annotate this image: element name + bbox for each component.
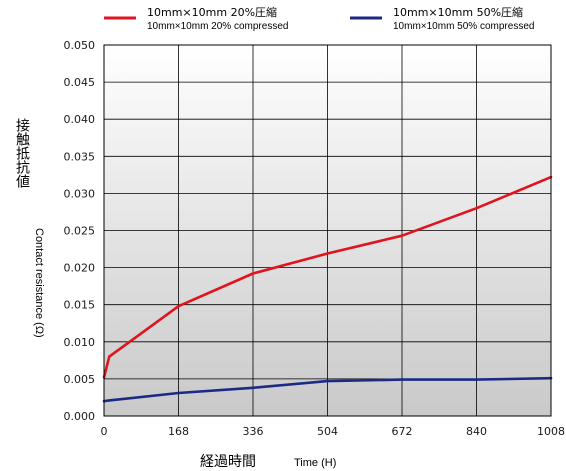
legend-series-1-jp: 10mm×10mm 20%圧縮	[147, 5, 277, 19]
y-tick-label: 0.030	[64, 187, 96, 200]
x-tick-label: 672	[392, 425, 413, 438]
x-tick-label: 840	[466, 425, 487, 438]
y-tick-label: 0.000	[64, 410, 96, 423]
y-tick-label: 0.010	[64, 336, 96, 349]
x-axis-label-en: Time (H)	[294, 457, 336, 469]
y-tick-label: 0.050	[64, 39, 96, 52]
series-line-2	[102, 376, 553, 403]
legend-series-2-jp: 10mm×10mm 50%圧縮	[393, 5, 523, 19]
y-tick-label: 0.015	[64, 299, 96, 312]
y-tick-label: 0.035	[64, 150, 96, 163]
x-tick-label: 504	[317, 425, 338, 438]
y-axis-label-en: Contact resistance (Ω)	[33, 228, 45, 338]
series-line-1	[102, 175, 553, 379]
legend: 10mm×10mm 20%圧縮 10mm×10mm 20% compressed…	[104, 5, 534, 32]
x-axis-label-jp: 経過時間	[200, 454, 256, 470]
y-tick-label: 0.045	[64, 76, 96, 89]
x-tick-labels: 0 168 336 504 672 840 1008	[101, 425, 566, 438]
y-tick-label: 0.020	[64, 262, 96, 275]
y-tick-labels: 0.000 0.005 0.010 0.015 0.020 0.025 0.030 0.035…	[64, 39, 96, 423]
y-tick-label: 0.005	[64, 373, 96, 386]
x-tick-label: 168	[168, 425, 189, 438]
legend-series-1-en: 10mm×10mm 20% compressed	[147, 21, 288, 32]
series-lines	[102, 175, 553, 403]
y-axis-label-jp: 接触抵抗値	[14, 117, 30, 188]
plot-frame	[103, 44, 552, 417]
x-tick-label: 336	[243, 425, 264, 438]
legend-series-2-en: 10mm×10mm 50% compressed	[393, 21, 534, 32]
y-tick-label: 0.025	[64, 225, 96, 238]
x-tick-label: 0	[101, 425, 108, 438]
x-tick-label: 1008	[537, 425, 565, 438]
y-tick-label: 0.040	[64, 113, 96, 126]
